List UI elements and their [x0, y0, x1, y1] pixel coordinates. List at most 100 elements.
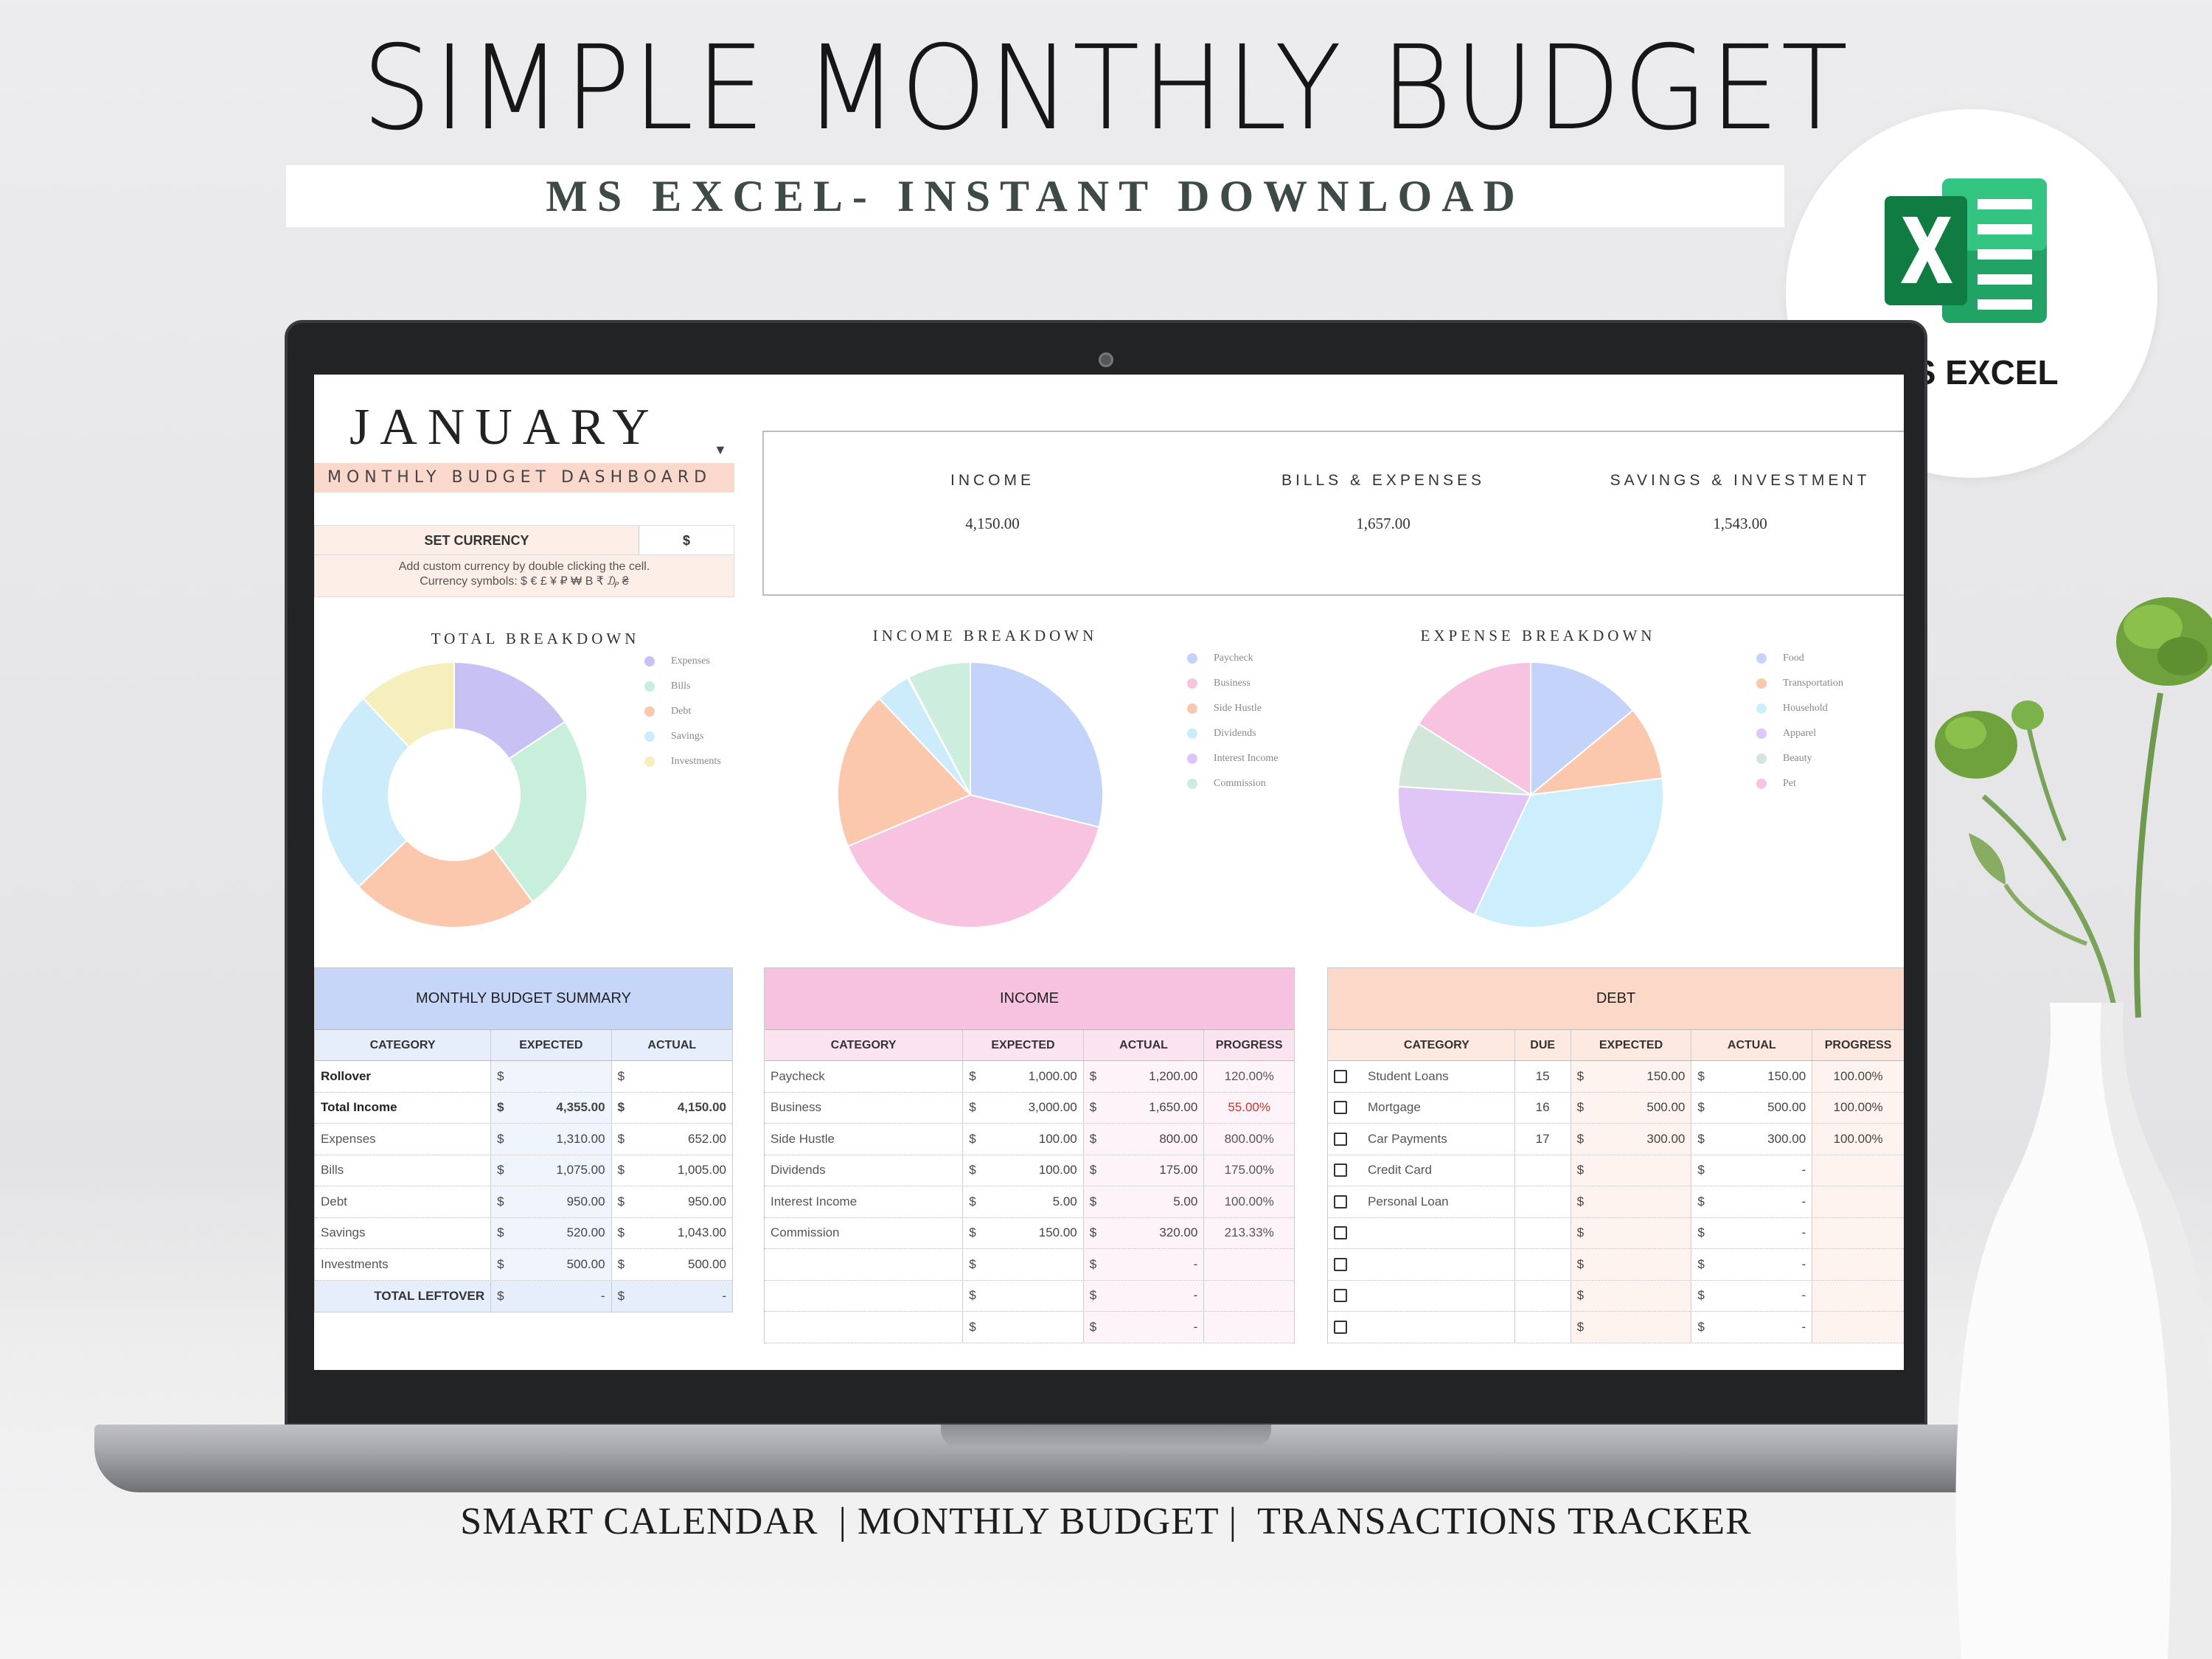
progress-cell[interactable]	[1812, 1312, 1904, 1343]
due-cell[interactable]	[1515, 1312, 1571, 1343]
pie-slice-commission[interactable]	[907, 661, 971, 796]
expected-cell[interactable]: $150.00	[963, 1217, 1084, 1248]
actual-cell[interactable]: $ -	[1691, 1155, 1813, 1186]
progress-cell[interactable]	[1204, 1249, 1294, 1280]
expected-cell[interactable]: $	[1571, 1312, 1692, 1343]
category-cell[interactable]: Car Payments	[1328, 1124, 1515, 1155]
category-cell[interactable]: Bills	[315, 1155, 492, 1186]
actual-cell[interactable]: $1,043.00	[612, 1218, 732, 1249]
due-cell[interactable]	[1515, 1280, 1571, 1311]
progress-cell[interactable]: 213.33%	[1204, 1217, 1294, 1248]
expected-cell[interactable]: $1,310.00	[491, 1124, 612, 1155]
expected-cell[interactable]: $	[1571, 1186, 1692, 1217]
due-cell[interactable]	[1515, 1186, 1571, 1217]
pie-slice-apparel[interactable]	[1397, 785, 1532, 917]
expected-cell[interactable]: $1,075.00	[491, 1155, 612, 1186]
expected-cell[interactable]: $4,355.00	[491, 1092, 612, 1123]
progress-cell[interactable]: 800.00%	[1204, 1124, 1294, 1155]
due-cell[interactable]: 17	[1515, 1124, 1571, 1155]
expected-cell[interactable]: $	[491, 1061, 612, 1092]
expected-cell[interactable]: $	[963, 1249, 1084, 1280]
category-cell[interactable]: Dividends	[765, 1155, 964, 1186]
progress-cell[interactable]: 100.00%	[1812, 1061, 1904, 1092]
actual-cell[interactable]: $652.00	[612, 1124, 732, 1155]
progress-cell[interactable]: 175.00%	[1204, 1155, 1294, 1186]
month-dropdown-icon[interactable]: ▼	[714, 442, 727, 457]
actual-cell[interactable]: $ -	[1691, 1217, 1813, 1248]
progress-cell[interactable]	[1812, 1280, 1904, 1311]
expected-cell[interactable]: $5.00	[963, 1186, 1084, 1217]
due-cell[interactable]: 15	[1515, 1061, 1571, 1092]
actual-cell[interactable]: $5.00	[1083, 1186, 1205, 1217]
checkbox[interactable]	[1334, 1069, 1347, 1083]
checkbox[interactable]	[1334, 1132, 1347, 1146]
expected-cell[interactable]: $500.00	[491, 1249, 612, 1280]
pie-slice-pet[interactable]	[1417, 661, 1531, 796]
category-cell[interactable]: Paycheck	[765, 1061, 964, 1092]
expected-cell[interactable]: $	[1571, 1280, 1692, 1311]
checkbox[interactable]	[1334, 1101, 1347, 1115]
expected-cell[interactable]: $	[1571, 1155, 1692, 1186]
category-cell[interactable]: Student Loans	[1328, 1061, 1515, 1092]
currency-input[interactable]: $	[639, 526, 734, 555]
category-cell[interactable]: Expenses	[315, 1124, 492, 1155]
pie-slice-food[interactable]	[1530, 661, 1635, 797]
expected-cell[interactable]: $	[1571, 1249, 1692, 1280]
actual-cell[interactable]: $4,150.00	[612, 1093, 732, 1124]
pie-slice-beauty[interactable]	[1397, 723, 1531, 796]
actual-cell[interactable]: $500.00	[1691, 1092, 1813, 1123]
expected-cell[interactable]: $	[963, 1280, 1084, 1311]
progress-cell[interactable]	[1204, 1312, 1294, 1343]
actual-cell[interactable]: $	[612, 1061, 732, 1092]
actual-cell[interactable]: $ -	[1691, 1312, 1813, 1343]
category-cell[interactable]: Commission	[765, 1217, 964, 1248]
category-cell[interactable]: Side Hustle	[765, 1124, 964, 1155]
actual-cell[interactable]: $ -	[1691, 1249, 1813, 1280]
progress-cell[interactable]: 100.00%	[1204, 1186, 1294, 1217]
progress-cell[interactable]: 100.00%	[1812, 1092, 1904, 1123]
progress-cell[interactable]	[1204, 1280, 1294, 1311]
actual-cell[interactable]: $150.00	[1691, 1061, 1813, 1092]
actual-cell[interactable]: $ -	[1083, 1312, 1205, 1343]
category-cell[interactable]	[765, 1312, 964, 1343]
category-cell[interactable]: Investments	[315, 1249, 492, 1280]
actual-cell[interactable]: $175.00	[1083, 1155, 1205, 1186]
actual-cell[interactable]: $1,650.00	[1083, 1092, 1205, 1123]
progress-cell[interactable]	[1812, 1186, 1904, 1217]
expected-cell[interactable]: $100.00	[963, 1124, 1084, 1155]
expense-breakdown-chart[interactable]	[1391, 647, 1686, 942]
category-cell[interactable]: Total Income	[315, 1092, 492, 1123]
progress-cell[interactable]	[1812, 1249, 1904, 1280]
due-cell[interactable]	[1515, 1249, 1571, 1280]
category-cell[interactable]: Rollover	[315, 1061, 492, 1092]
pie-slice-debt[interactable]	[357, 793, 534, 928]
actual-cell[interactable]: $800.00	[1083, 1124, 1205, 1155]
total-leftover-expected[interactable]: $ -	[491, 1280, 612, 1312]
category-cell[interactable]: Credit Card	[1328, 1155, 1515, 1186]
checkbox[interactable]	[1334, 1226, 1347, 1240]
category-cell[interactable]: Interest Income	[765, 1186, 964, 1217]
checkbox[interactable]	[1334, 1257, 1347, 1271]
due-cell[interactable]	[1515, 1217, 1571, 1248]
actual-cell[interactable]: $300.00	[1691, 1124, 1813, 1155]
expected-cell[interactable]: $3,000.00	[963, 1092, 1084, 1123]
expected-cell[interactable]: $520.00	[491, 1217, 612, 1248]
income-breakdown-chart[interactable]	[830, 647, 1125, 942]
expected-cell[interactable]: $100.00	[963, 1155, 1084, 1186]
pie-slice-transportation[interactable]	[1528, 709, 1663, 796]
category-cell[interactable]	[1328, 1217, 1515, 1248]
actual-cell[interactable]: $ -	[1083, 1249, 1205, 1280]
category-cell[interactable]: Personal Loan	[1328, 1186, 1515, 1217]
actual-cell[interactable]: $ -	[1083, 1280, 1205, 1311]
category-cell[interactable]: Debt	[315, 1186, 492, 1217]
category-cell[interactable]	[765, 1249, 964, 1280]
expected-cell[interactable]: $950.00	[491, 1186, 612, 1217]
category-cell[interactable]	[1328, 1280, 1515, 1311]
expected-cell[interactable]: $1,000.00	[963, 1061, 1084, 1092]
pie-slice-side-hustle[interactable]	[837, 697, 972, 847]
category-cell[interactable]	[765, 1280, 964, 1311]
expected-cell[interactable]: $500.00	[1571, 1092, 1692, 1123]
checkbox[interactable]	[1334, 1164, 1347, 1178]
actual-cell[interactable]: $1,200.00	[1083, 1061, 1205, 1092]
actual-cell[interactable]: $500.00	[612, 1249, 732, 1280]
